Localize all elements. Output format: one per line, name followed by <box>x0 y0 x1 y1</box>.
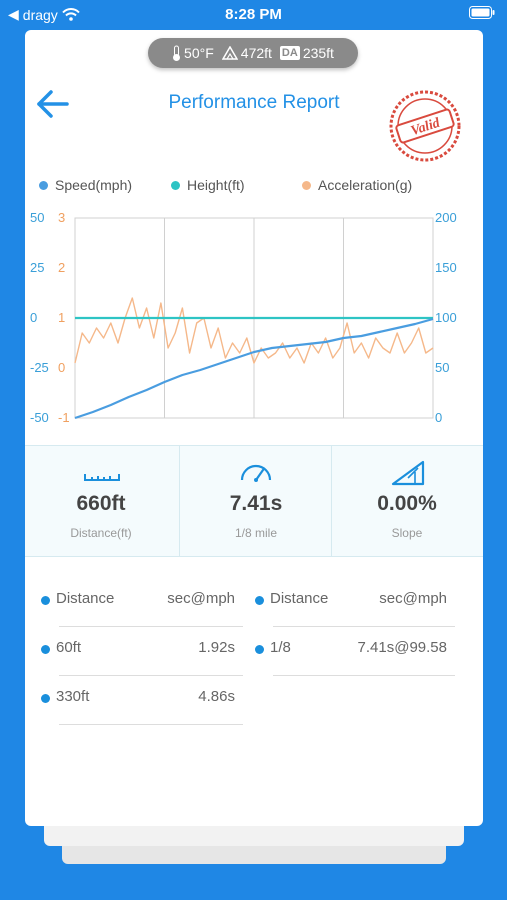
tick-label-speed: 50 <box>435 360 449 375</box>
speedometer-icon <box>240 464 272 482</box>
tick-label-acceleration: 1 <box>58 310 65 325</box>
status-bar: ◀ dragy 8:28 PM <box>0 0 507 28</box>
results-header-key: Distance <box>56 590 115 607</box>
result-key: 1/8 <box>270 639 291 656</box>
temperature-group: 50°F <box>172 45 214 61</box>
tick-label-height: 0 <box>30 310 37 325</box>
altitude-group: 472ft <box>221 45 272 61</box>
tick-label-height: -25 <box>30 360 49 375</box>
tick-label-height: 50 <box>30 210 44 225</box>
chart-ticks: 50 3 200 25 2 150 0 1 100 -25 0 50 -50 -1 0 <box>30 210 457 425</box>
tick-label-height: 25 <box>30 260 44 275</box>
results-header-value: sec@mph <box>379 590 447 607</box>
slope-icon <box>391 460 425 486</box>
series-line-acceleration <box>74 297 434 364</box>
legend-item-speed: Speed(mph) <box>39 177 132 193</box>
temperature-value: 50°F <box>184 45 214 61</box>
result-value: 4.86s <box>198 688 235 705</box>
stat-distance-value: 660ft <box>76 492 126 515</box>
tick-label-speed: 200 <box>435 210 457 225</box>
series-line-speed <box>74 317 434 420</box>
stat-distance: 660ft Distance(ft) <box>25 446 177 556</box>
status-right <box>469 6 495 22</box>
back-arrow-icon[interactable] <box>35 88 71 120</box>
legend-dot-acceleration <box>302 180 311 190</box>
report-card: 50°F 472ft DA 235ft Performance Report V… <box>25 30 483 826</box>
page-title: Performance Report <box>168 92 340 113</box>
battery-icon <box>469 6 495 19</box>
row-divider <box>273 675 455 676</box>
stat-eighth-mile-label: 1/8 mile <box>234 526 278 540</box>
legend-item-height: Height(ft) <box>171 177 245 193</box>
bullet-icon <box>255 645 264 654</box>
environment-pill: 50°F 472ft DA 235ft <box>148 38 358 68</box>
density-altitude-group: DA 235ft <box>279 45 334 61</box>
row-divider <box>59 626 243 627</box>
tick-label-acceleration: 3 <box>58 210 65 225</box>
paper-layer-bottom <box>62 842 446 864</box>
legend-dot-speed <box>39 180 48 190</box>
legend-dot-height <box>171 180 180 190</box>
result-row-60ft: 60ft 1.92s <box>41 639 243 676</box>
result-value: 7.41s@99.58 <box>357 639 447 656</box>
legend-label-speed: Speed(mph) <box>55 177 133 193</box>
bullet-icon <box>41 645 50 654</box>
back-to-app-icon[interactable]: ◀ <box>8 6 19 22</box>
tick-label-speed: 150 <box>435 260 457 275</box>
carrier-label: dragy <box>22 6 58 23</box>
bullet-icon <box>41 694 50 703</box>
mountain-icon <box>221 46 238 60</box>
result-row-eighth: 1/8 7.41s@99.58 <box>255 639 455 676</box>
da-label: DA <box>279 46 300 60</box>
stat-eighth-mile: 7.41s 1/8 mile <box>180 446 332 556</box>
thermometer-icon <box>173 45 181 61</box>
results-header-key: Distance <box>270 590 329 607</box>
tick-label-speed: 0 <box>435 410 442 425</box>
results-header-value: sec@mph <box>167 590 235 607</box>
row-divider <box>273 626 455 627</box>
altitude-value: 472ft <box>240 45 272 61</box>
legend-label-height: Height(ft) <box>187 177 245 193</box>
result-row-330ft: 330ft 4.86s <box>41 688 243 725</box>
stat-divider <box>331 446 332 556</box>
tick-label-acceleration: 0 <box>58 360 65 375</box>
result-key: 330ft <box>56 688 90 705</box>
paper-layer-middle <box>44 826 464 846</box>
result-key: 60ft <box>56 639 82 656</box>
tick-label-height: -50 <box>30 410 49 425</box>
status-left: ◀ dragy <box>8 6 80 23</box>
stats-panel: 660ft Distance(ft) 7.41s 1/8 mile 0.00% … <box>25 445 483 557</box>
row-divider <box>59 675 243 676</box>
results-header-right: Distance sec@mph <box>255 590 455 627</box>
status-time: 8:28 PM <box>225 6 282 23</box>
stat-eighth-mile-value: 7.41s <box>229 492 283 515</box>
chart-lines <box>74 297 434 420</box>
tick-label-speed: 100 <box>435 310 457 325</box>
row-divider <box>59 724 243 725</box>
wifi-icon <box>62 8 80 21</box>
stat-slope-value: 0.00% <box>377 492 437 515</box>
performance-chart: 50 3 200 25 2 150 0 1 100 -25 0 50 -50 -1 0 <box>30 210 457 425</box>
result-value: 1.92s <box>198 639 235 656</box>
tick-label-acceleration: 2 <box>58 260 65 275</box>
valid-stamp-icon: Valid <box>389 90 461 162</box>
tick-label-acceleration: -1 <box>58 410 70 425</box>
stat-slope: 0.00% Slope <box>331 446 483 556</box>
legend-item-acceleration: Acceleration(g) <box>302 177 412 193</box>
stat-slope-label: Slope <box>391 526 423 540</box>
stat-distance-label: Distance(ft) <box>70 526 132 540</box>
density-altitude-value: 235ft <box>302 45 334 61</box>
legend-label-acceleration: Acceleration(g) <box>318 177 413 193</box>
ruler-icon <box>84 474 120 481</box>
stat-divider <box>179 446 180 556</box>
results-header-left: Distance sec@mph <box>41 590 243 627</box>
bullet-icon <box>255 596 264 605</box>
bullet-icon <box>41 596 50 605</box>
